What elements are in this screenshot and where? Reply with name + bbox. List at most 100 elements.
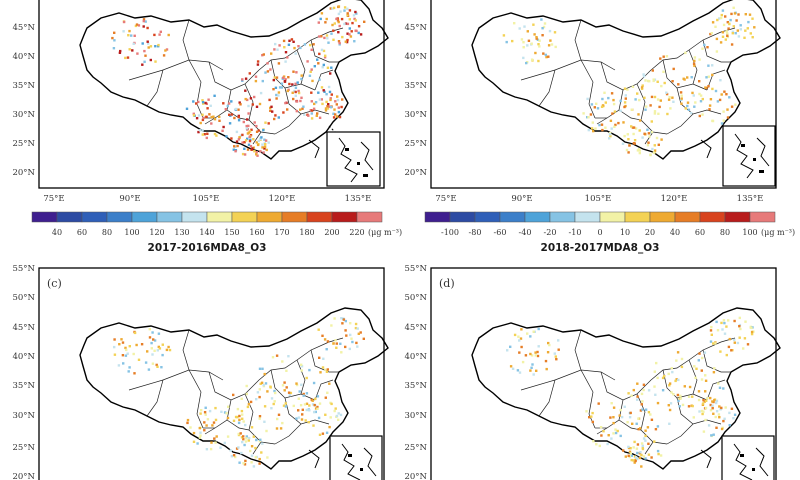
station-marker bbox=[626, 421, 629, 424]
station-marker bbox=[274, 86, 278, 89]
station-marker bbox=[726, 21, 729, 24]
station-marker bbox=[118, 51, 122, 54]
station-marker bbox=[335, 115, 339, 118]
station-marker bbox=[198, 129, 202, 132]
station-marker bbox=[703, 351, 707, 354]
station-marker bbox=[354, 10, 357, 14]
station-marker bbox=[314, 407, 318, 410]
station-marker bbox=[323, 90, 326, 93]
station-marker bbox=[628, 416, 632, 419]
station-marker bbox=[337, 110, 341, 114]
station-marker bbox=[650, 120, 653, 123]
station-marker bbox=[310, 48, 313, 51]
latitude-tick-labels: 20°N 25°N 30°N 35°N 40°N 45°N 50°N 55°N bbox=[404, 264, 427, 480]
station-marker bbox=[642, 383, 646, 386]
station-marker bbox=[269, 106, 272, 110]
station-marker bbox=[665, 92, 669, 96]
station-marker bbox=[316, 407, 319, 410]
station-marker bbox=[317, 328, 320, 331]
station-marker bbox=[340, 17, 344, 21]
station-marker bbox=[300, 77, 303, 81]
station-marker bbox=[340, 105, 343, 109]
station-marker bbox=[285, 386, 288, 389]
station-marker bbox=[339, 342, 342, 345]
station-marker bbox=[262, 151, 265, 154]
station-marker bbox=[330, 66, 333, 69]
lat-tick: 45°N bbox=[12, 323, 35, 333]
station-marker bbox=[232, 393, 235, 397]
station-marker bbox=[263, 147, 266, 150]
station-marker bbox=[647, 411, 651, 414]
station-marker bbox=[308, 74, 312, 77]
station-marker bbox=[121, 341, 125, 344]
station-marker bbox=[718, 17, 721, 20]
station-marker bbox=[692, 94, 695, 97]
station-marker bbox=[237, 446, 240, 449]
station-marker bbox=[609, 135, 612, 138]
station-marker bbox=[511, 39, 514, 43]
station-marker bbox=[723, 90, 726, 93]
map-panel-b: 20°N 25°N 30°N 35°N 40°N 45°N 75°E 90°E … bbox=[404, 0, 781, 204]
station-marker bbox=[262, 53, 265, 56]
station-marker bbox=[677, 83, 680, 86]
station-marker bbox=[326, 340, 330, 343]
station-marker bbox=[205, 102, 208, 105]
station-marker bbox=[715, 50, 719, 53]
station-marker bbox=[714, 89, 718, 93]
station-marker bbox=[550, 43, 554, 46]
station-marker bbox=[659, 57, 662, 60]
station-marker bbox=[518, 351, 521, 354]
station-marker bbox=[582, 112, 585, 115]
station-marker bbox=[659, 99, 662, 102]
station-marker bbox=[201, 118, 205, 122]
station-marker bbox=[281, 384, 285, 387]
station-marker bbox=[247, 436, 251, 440]
station-marker bbox=[250, 148, 253, 151]
station-marker bbox=[332, 342, 335, 345]
station-marker bbox=[249, 97, 253, 100]
station-marker bbox=[295, 100, 299, 103]
station-marker bbox=[213, 94, 216, 97]
map-frame bbox=[430, 267, 777, 480]
station-marker bbox=[264, 139, 268, 142]
station-marker bbox=[321, 102, 324, 106]
station-marker bbox=[613, 110, 617, 113]
station-marker bbox=[246, 98, 249, 102]
station-marker bbox=[684, 51, 687, 55]
station-marker bbox=[340, 317, 343, 320]
station-marker bbox=[210, 122, 213, 125]
station-marker bbox=[254, 79, 258, 83]
station-marker bbox=[731, 30, 735, 33]
station-marker bbox=[635, 447, 639, 450]
station-marker bbox=[726, 32, 729, 35]
lat-tick: 20°N bbox=[12, 168, 35, 178]
station-marker bbox=[245, 435, 248, 438]
station-marker bbox=[649, 413, 652, 416]
station-marker bbox=[343, 9, 346, 12]
station-marker bbox=[219, 446, 222, 449]
station-marker bbox=[636, 443, 640, 446]
station-marker bbox=[295, 71, 298, 74]
station-marker bbox=[230, 137, 233, 140]
station-marker bbox=[634, 127, 638, 130]
station-marker bbox=[192, 431, 196, 435]
station-marker bbox=[640, 87, 644, 90]
station-marker bbox=[240, 451, 243, 455]
colorbar-label: 100 bbox=[742, 228, 757, 237]
station-marker bbox=[667, 404, 670, 407]
station-marker bbox=[546, 351, 550, 354]
station-marker bbox=[125, 348, 128, 352]
station-marker bbox=[246, 118, 249, 121]
station-marker bbox=[707, 85, 710, 88]
station-marker bbox=[252, 465, 256, 468]
station-marker bbox=[746, 343, 750, 346]
station-marker bbox=[722, 110, 725, 113]
colorbar-labels: -100 -80 -60 -40 -20 -10 0 10 20 40 60 8… bbox=[441, 228, 758, 237]
colorbar-labels: 40 60 80 100 120 130 140 150 160 170 180… bbox=[52, 228, 365, 237]
station-marker bbox=[619, 99, 622, 103]
station-marker bbox=[329, 416, 332, 419]
station-marker bbox=[323, 338, 327, 341]
station-marker bbox=[654, 393, 657, 396]
station-marker bbox=[505, 40, 508, 44]
